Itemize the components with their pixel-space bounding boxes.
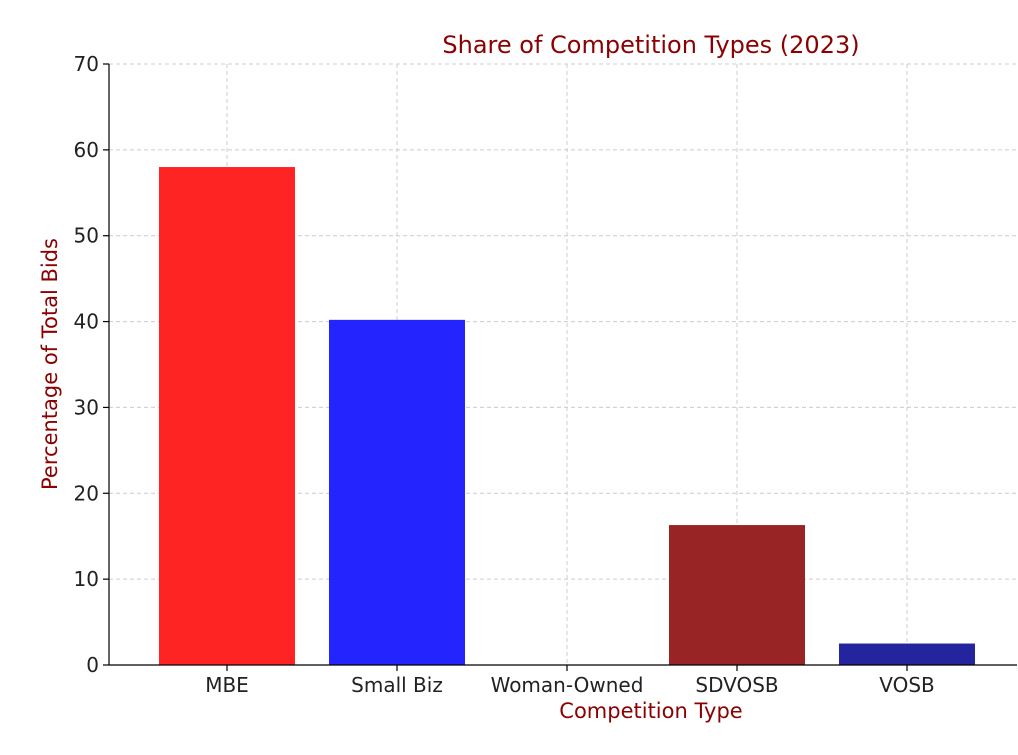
bars bbox=[159, 167, 975, 665]
y-tick-label: 40 bbox=[74, 310, 99, 334]
x-tick-label: MBE bbox=[205, 673, 249, 697]
y-tick-label: 20 bbox=[74, 481, 99, 505]
bar-vosb bbox=[839, 643, 975, 665]
x-axis-label: Competition Type bbox=[559, 699, 742, 723]
chart-title: Share of Competition Types (2023) bbox=[442, 31, 859, 59]
y-tick-label: 60 bbox=[74, 138, 99, 162]
bar-sdvosb bbox=[669, 525, 805, 665]
y-tick-label: 30 bbox=[74, 395, 99, 419]
y-tick-label: 50 bbox=[74, 224, 99, 248]
x-tick-label: Woman-Owned bbox=[491, 673, 644, 697]
bar-mbe bbox=[159, 167, 295, 665]
x-tick-label: SDVOSB bbox=[695, 673, 778, 697]
x-tick-label: VOSB bbox=[879, 673, 935, 697]
x-ticks: MBE Small Biz Woman-Owned SDVOSB VOSB bbox=[205, 665, 935, 697]
y-ticks: 0 10 20 30 40 50 60 70 bbox=[74, 52, 109, 677]
y-axis-label: Percentage of Total Bids bbox=[38, 238, 62, 490]
y-tick-label: 10 bbox=[74, 567, 99, 591]
axes bbox=[108, 64, 1017, 666]
y-tick-label: 0 bbox=[86, 653, 99, 677]
bar-small-biz bbox=[329, 319, 465, 665]
y-tick-label: 70 bbox=[74, 52, 99, 76]
x-tick-label: Small Biz bbox=[351, 673, 443, 697]
